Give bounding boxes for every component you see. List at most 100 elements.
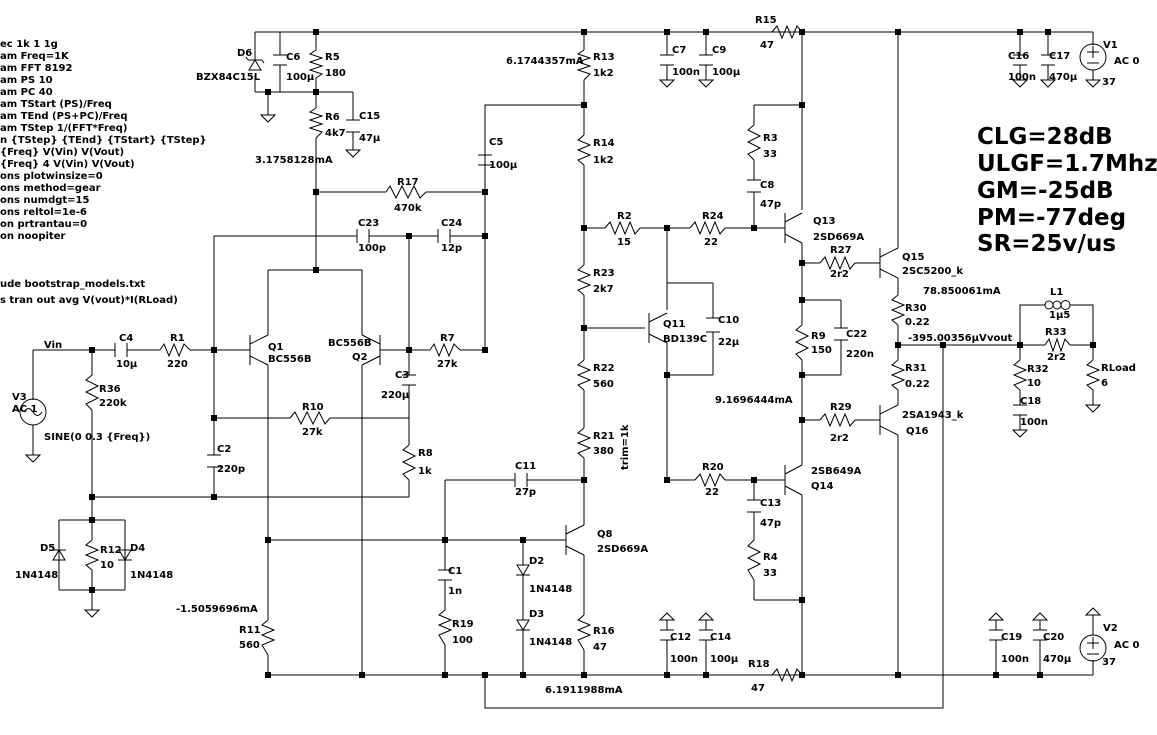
label-r29-name: R29 (830, 402, 852, 413)
label-v2-value: 37 (1102, 657, 1116, 668)
label-q8-value: 2SD669A (597, 544, 648, 555)
label-r22-name: R22 (593, 363, 615, 374)
diodes (52, 55, 530, 631)
label-r31-value: 0.22 (905, 379, 930, 390)
resistor-r30 (890, 294, 906, 326)
label-q1-value: BC556B (268, 354, 311, 365)
directive-line: ude bootstrap_models.txt (0, 279, 145, 290)
label-r18-name: R18 (748, 659, 770, 670)
directive-line: on prtrantau=0 (0, 219, 87, 230)
label-r15-name: R15 (755, 15, 777, 26)
label-c8-name: C8 (760, 180, 774, 191)
resistor-r18 (771, 667, 803, 683)
measure-q13-current: 9.1696444mA (715, 395, 793, 406)
label-q14-value: 2SB649A (811, 466, 862, 477)
label-c18-name: C18 (1020, 396, 1041, 407)
resistor-r5 (308, 49, 324, 79)
label-c15-name: C15 (359, 111, 380, 122)
label-c24-name: C24 (441, 218, 462, 229)
ground-symbols (24, 79, 1102, 621)
label-l1-name: L1 (1050, 287, 1063, 298)
resistor-r10 (289, 410, 331, 426)
measure-r6-current: 3.1758128mA (255, 155, 333, 166)
resistor-r4 (746, 539, 762, 581)
inductor-l1 (1044, 300, 1071, 306)
label-c16-name: C16 (1008, 51, 1029, 62)
label-rload-value: 6 (1101, 378, 1108, 389)
resistor-r33 (1044, 337, 1071, 353)
label-q1-name: Q1 (268, 342, 284, 353)
resistor-r20 (694, 472, 726, 488)
label-v2-name: V2 (1103, 623, 1118, 634)
label-c4-value: 10µ (116, 359, 138, 370)
label-c11-value: 27p (515, 487, 536, 498)
label-c12-name: C12 (670, 632, 691, 643)
label-r32-value: 10 (1027, 378, 1041, 389)
label-r12-name: R12 (100, 545, 122, 556)
label-r23-value: 2k7 (593, 284, 614, 295)
label-c14-name: C14 (710, 632, 731, 643)
label-q14-name: Q14 (811, 481, 833, 492)
summary-sr: SR=25v/us (977, 231, 1116, 257)
resistor-r19 (437, 609, 453, 646)
label-c17-value: 470µ (1049, 72, 1078, 83)
directive-line: am FFT 8192 (0, 63, 72, 74)
label-r33-value: 2r2 (1047, 352, 1066, 363)
label-r4-value: 33 (763, 568, 777, 579)
resistor-r23 (576, 264, 592, 296)
directive-line: am Freq=1K (0, 51, 70, 62)
label-rload-name: RLoad (1101, 363, 1136, 374)
label-c20-name: C20 (1043, 632, 1064, 643)
label-c9-name: C9 (712, 45, 726, 56)
label-c19-name: C19 (1001, 632, 1022, 643)
label-r8-name: R8 (418, 448, 433, 459)
label-q15-value: 2SC5200_k (902, 266, 963, 277)
label-d3-value: 1N4148 (529, 637, 572, 648)
directive-line: am TStep 1/(FFT*Freq) (0, 123, 127, 134)
resistor-r16 (576, 614, 592, 651)
label-q2-name: Q2 (352, 352, 368, 363)
label-r3-value: 33 (763, 149, 777, 160)
label-r14-value: 1k2 (593, 155, 614, 166)
resistor-r15 (771, 24, 803, 40)
directive-line: am TStart (PS)/Freq (0, 99, 112, 110)
measure-q15-current: 78.850061mA (923, 286, 1001, 297)
resistor-r8 (401, 444, 417, 481)
directive-line: n {TStep} {TEnd} {TStart} {TStep} (0, 135, 207, 146)
label-r9-value: 150 (811, 345, 832, 356)
resistor-r27 (819, 255, 856, 271)
label-v1-name: V1 (1103, 40, 1118, 51)
label-r24-name: R24 (702, 211, 724, 222)
label-c17-name: C17 (1049, 51, 1070, 62)
directive-line: am PS 10 (0, 75, 53, 86)
label-r32-name: R32 (1027, 364, 1049, 375)
label-v3-name: V3 (12, 392, 27, 403)
label-v2-ac: AC 0 (1114, 640, 1140, 651)
label-r16-name: R16 (593, 626, 615, 637)
label-r10-value: 27k (302, 427, 323, 438)
label-c4-name: C4 (119, 333, 133, 344)
label-c11-name: C11 (515, 461, 536, 472)
label-r15-value: 47 (760, 40, 774, 51)
label-q16-value: 2SA1943_k (902, 410, 964, 421)
label-r13-value: 1k2 (593, 68, 614, 79)
label-c5-value: 100µ (489, 160, 518, 171)
label-r4-name: R4 (763, 552, 778, 563)
label-c9-value: 100µ (712, 67, 741, 78)
label-d6-name: D6 (237, 48, 252, 59)
directive-line: ons plotwinsize=0 (0, 171, 103, 182)
label-r36-value: 220k (99, 398, 127, 409)
resistor-r11 (260, 619, 276, 656)
label-c15-value: 47µ (359, 133, 381, 144)
label-r19-name: R19 (452, 619, 474, 630)
component-labels: D6 BZX84C15L C6 100µ R5 180 R6 4k7 C15 4… (12, 15, 1140, 694)
label-r31-name: R31 (905, 363, 927, 374)
label-r20-name: R20 (702, 462, 724, 473)
label-c6-value: 100µ (286, 72, 315, 83)
label-r3-name: R3 (763, 133, 778, 144)
label-d6-value: BZX84C15L (196, 72, 261, 83)
label-c19-value: 100n (1001, 654, 1029, 665)
label-r1-value: 220 (167, 359, 188, 370)
label-c23-name: C23 (358, 218, 379, 229)
